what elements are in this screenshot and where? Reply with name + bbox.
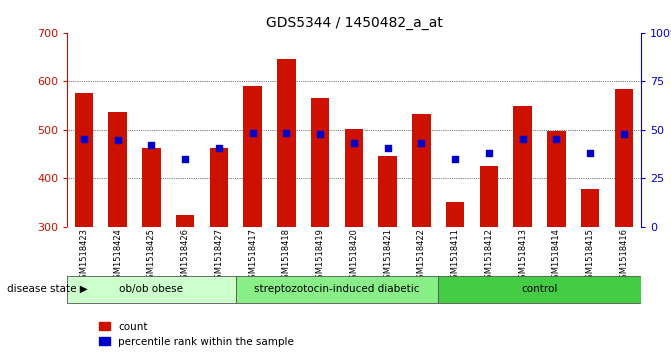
Bar (244, 86, 262, 227)
FancyBboxPatch shape (236, 276, 438, 303)
Bar (345, 129, 363, 227)
Bar (472, 33, 506, 227)
Point (551, 136, 562, 142)
Legend: count, percentile rank within the sample: count, percentile rank within the sample (95, 317, 298, 351)
Bar (506, 33, 539, 227)
Point (416, 140, 427, 146)
Bar (615, 89, 633, 227)
Bar (581, 189, 599, 227)
Bar (74, 93, 93, 227)
Text: ob/ob obese: ob/ob obese (119, 285, 183, 294)
Bar (412, 114, 431, 227)
Bar (101, 33, 135, 227)
Point (517, 136, 528, 142)
Bar (480, 166, 499, 227)
Point (112, 138, 123, 143)
Point (450, 156, 460, 162)
Bar (209, 148, 228, 227)
FancyBboxPatch shape (67, 276, 236, 303)
Bar (607, 33, 641, 227)
Bar (303, 33, 337, 227)
Bar (109, 112, 127, 227)
Bar (405, 33, 438, 227)
Bar (539, 33, 573, 227)
Bar (202, 33, 236, 227)
Point (146, 142, 157, 148)
Bar (438, 33, 472, 227)
Point (213, 145, 224, 151)
Point (315, 131, 325, 137)
Title: GDS5344 / 1450482_a_at: GDS5344 / 1450482_a_at (266, 16, 442, 30)
Bar (236, 33, 270, 227)
Bar (168, 33, 202, 227)
Text: control: control (521, 285, 558, 294)
Point (248, 130, 258, 136)
Point (382, 145, 393, 151)
Bar (311, 98, 329, 227)
FancyBboxPatch shape (438, 276, 641, 303)
Bar (270, 33, 303, 227)
Point (281, 130, 292, 136)
Bar (513, 106, 532, 227)
Bar (547, 131, 566, 227)
Bar (378, 156, 397, 227)
Point (619, 131, 629, 137)
Bar (142, 148, 161, 227)
Point (585, 150, 596, 156)
Point (180, 156, 191, 162)
Text: disease state ▶: disease state ▶ (7, 284, 87, 294)
Point (79, 136, 89, 142)
Point (484, 150, 495, 156)
Bar (573, 33, 607, 227)
Bar (371, 33, 405, 227)
Bar (337, 33, 371, 227)
Bar (176, 215, 195, 227)
Point (349, 140, 360, 146)
Bar (135, 33, 168, 227)
Bar (446, 201, 464, 227)
Bar (67, 33, 101, 227)
Bar (277, 60, 296, 227)
Text: streptozotocin-induced diabetic: streptozotocin-induced diabetic (254, 285, 420, 294)
